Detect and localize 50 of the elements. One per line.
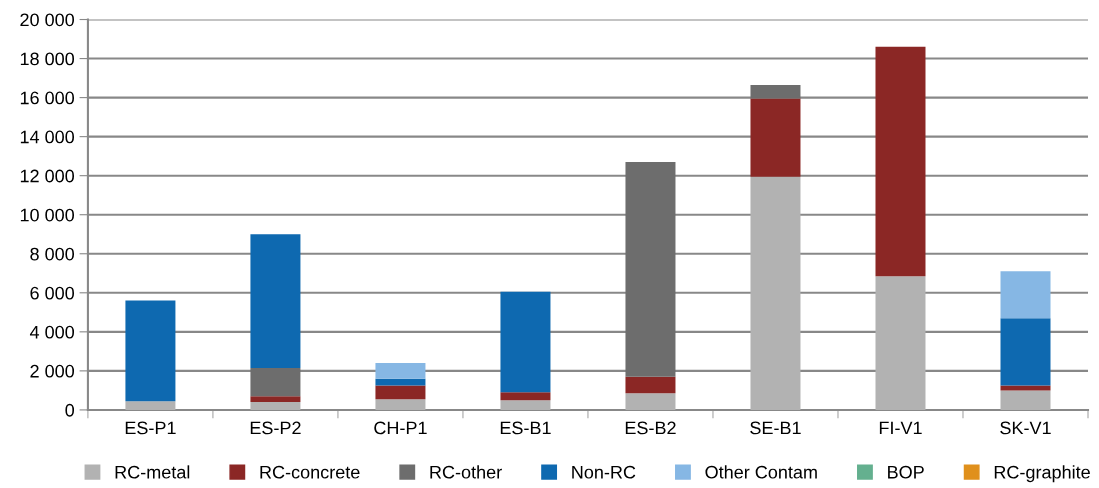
bar (125, 300, 176, 402)
bar (750, 176, 801, 410)
bar (625, 162, 676, 377)
y-tick-label: 4 000 (29, 325, 75, 339)
legend-label: RC-concrete (260, 465, 360, 479)
bar (375, 363, 426, 379)
legend-label: Other Contam (705, 465, 817, 479)
legend-label: Non-RC (572, 465, 636, 479)
x-tick-label: ES-B1 (500, 421, 551, 435)
bar (625, 393, 676, 410)
x-tick-label: ES-B2 (625, 421, 676, 435)
bar (625, 376, 676, 394)
bar (1000, 390, 1051, 410)
bar (1000, 271, 1051, 319)
bar (375, 378, 426, 386)
bar (875, 276, 926, 410)
y-tick-label: 18 000 (20, 52, 75, 66)
bar (500, 400, 551, 410)
bar (500, 291, 551, 393)
bar (250, 234, 301, 368)
x-tick-label: ES-P1 (125, 421, 176, 435)
x-tick-label: FI-V1 (879, 421, 922, 435)
bar (750, 98, 801, 177)
y-tick-label: 12 000 (20, 169, 75, 183)
bar (875, 46, 926, 277)
x-tick-label: SK-V1 (1000, 421, 1051, 435)
bar (250, 396, 301, 403)
bar (750, 84, 801, 99)
bar (1000, 318, 1051, 386)
legend-label: RC-graphite (994, 465, 1090, 483)
y-tick-label: 10 000 (20, 208, 75, 222)
x-tick-label: ES-P2 (250, 421, 301, 435)
y-tick-label: 2 000 (30, 364, 75, 378)
bar (250, 367, 301, 397)
bar (125, 401, 176, 410)
y-tick-label: 8 000 (30, 247, 75, 261)
y-tick-label: 6 000 (30, 286, 75, 300)
y-tick-label: 16 000 (20, 91, 75, 105)
y-tick-label: 0 (65, 403, 75, 417)
y-tick-label: 14 000 (20, 130, 75, 144)
bar (375, 399, 426, 410)
bar (250, 402, 301, 410)
legend-label: BOP (888, 465, 924, 479)
x-tick-label: SE-B1 (750, 421, 801, 435)
bar (375, 385, 426, 400)
y-tick-label: 20 000 (20, 13, 75, 27)
bar (500, 392, 551, 401)
legend-label: RC-other (430, 465, 502, 479)
legend-label: RC-metal (115, 465, 190, 479)
x-tick-label: CH-P1 (374, 421, 427, 435)
